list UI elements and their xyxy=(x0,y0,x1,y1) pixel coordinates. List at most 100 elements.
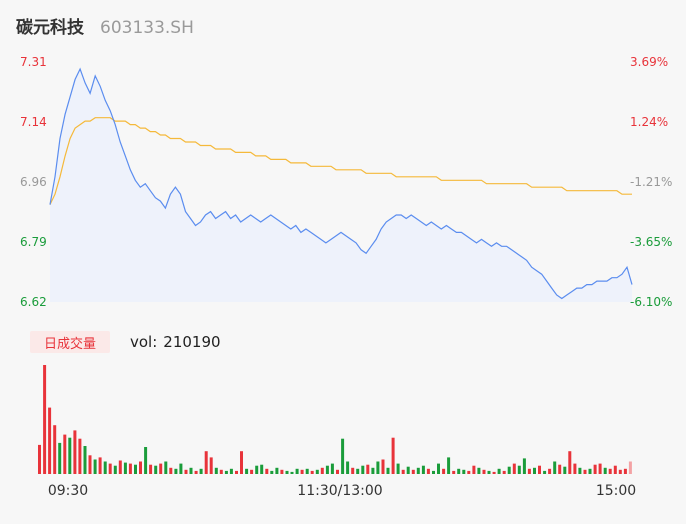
volume-bar xyxy=(628,461,632,474)
volume-bar xyxy=(38,444,41,474)
volume-bar xyxy=(275,467,279,474)
price-area-path xyxy=(50,69,632,302)
volume-bar xyxy=(128,463,132,474)
volume-bar xyxy=(285,470,289,474)
pct-tick-label: 3.69% xyxy=(630,55,668,69)
volume-bar xyxy=(53,425,57,474)
pct-tick-label: 1.24% xyxy=(630,115,668,129)
volume-bar xyxy=(356,468,360,474)
volume-bar xyxy=(219,469,223,474)
time-tick-label: 15:00 xyxy=(596,483,636,499)
volume-bar xyxy=(366,464,370,474)
volume-bar xyxy=(593,464,597,474)
price-tick-label: 6.62 xyxy=(20,295,47,309)
volume-bar xyxy=(199,468,203,474)
volume-bar xyxy=(93,459,97,474)
volume-bar xyxy=(442,468,446,474)
volume-bar xyxy=(224,470,228,474)
volume-bar xyxy=(184,469,188,474)
pct-tick-label: -1.21% xyxy=(630,175,672,189)
time-tick-label: 09:30 xyxy=(48,483,88,499)
volume-bar xyxy=(623,468,627,474)
volume-bar xyxy=(568,451,572,474)
pct-tick-label: -6.10% xyxy=(630,295,672,309)
volume-bar xyxy=(179,463,183,474)
volume-bar xyxy=(522,458,526,474)
price-area-fill xyxy=(50,69,632,302)
volume-bar xyxy=(245,468,249,474)
volume-bar xyxy=(482,469,486,474)
volume-bar xyxy=(78,438,82,474)
price-tick-label: 6.96 xyxy=(20,175,47,189)
volume-bar xyxy=(588,468,592,474)
volume-bar xyxy=(426,468,430,474)
volume-bar xyxy=(320,467,324,474)
stock-code: 603133.SH xyxy=(100,18,194,38)
volume-bar xyxy=(361,465,365,474)
volume-bar xyxy=(63,434,67,474)
volume-bar xyxy=(73,430,77,474)
volume-bar xyxy=(371,467,375,474)
volume-bar xyxy=(613,465,617,474)
volume-bar xyxy=(502,470,506,474)
volume-bar xyxy=(457,468,461,474)
volume-bar xyxy=(305,468,309,474)
volume-bar xyxy=(603,467,607,474)
volume-bar xyxy=(48,407,52,474)
volume-bar xyxy=(169,467,173,474)
volume-value: 210190 xyxy=(163,333,221,351)
volume-bar xyxy=(123,462,127,474)
price-path xyxy=(49,67,633,300)
volume-bar xyxy=(250,469,254,474)
volume-bar xyxy=(159,463,163,474)
volume-bar xyxy=(381,459,385,474)
volume-bar xyxy=(421,465,425,474)
volume-bar xyxy=(548,468,552,474)
volume-bar xyxy=(108,463,112,474)
volume-bar xyxy=(527,468,531,474)
volume-bar xyxy=(154,465,158,474)
price-tick-label: 7.31 xyxy=(20,55,47,69)
volume-bar xyxy=(578,467,582,474)
volume-bar xyxy=(416,467,420,474)
price-axis: 7.31 7.14 6.96 6.79 6.62 xyxy=(20,55,47,309)
volume-bar xyxy=(553,461,557,474)
volume-bar xyxy=(608,468,612,474)
volume-bar xyxy=(68,437,72,474)
volume-bar xyxy=(214,467,218,474)
time-tick-label: 11:30/13:00 xyxy=(297,483,382,499)
volume-bar xyxy=(336,469,339,474)
volume-bar xyxy=(512,463,516,474)
volume-bar xyxy=(563,466,567,474)
volume-bar xyxy=(618,469,622,474)
volume-bar xyxy=(447,457,451,474)
volume-bar xyxy=(83,446,87,474)
volume-bar xyxy=(497,468,501,474)
pct-axis: 3.69% 1.24% -1.21% -3.65% -6.10% xyxy=(630,55,672,309)
volume-bar xyxy=(396,463,400,474)
volume-bar xyxy=(472,465,476,474)
volume-bar xyxy=(270,470,274,474)
volume-bar xyxy=(58,442,62,474)
volume-bar xyxy=(406,466,410,474)
volume-bar xyxy=(543,470,547,474)
volume-bar xyxy=(558,464,562,474)
volume-bar xyxy=(492,471,496,474)
volume-bar xyxy=(98,457,102,474)
volume-bar xyxy=(103,461,107,474)
pct-tick-label: -3.65% xyxy=(630,235,672,249)
volume-bars xyxy=(38,365,632,474)
volume-bar xyxy=(149,464,153,474)
volume-bar xyxy=(538,465,541,474)
price-tick-label: 6.79 xyxy=(20,235,47,249)
volume-bar xyxy=(346,461,350,474)
volume-bar xyxy=(255,465,259,474)
volume-bar xyxy=(134,464,137,474)
volume-bar xyxy=(290,471,294,474)
volume-bar xyxy=(533,467,536,474)
volume-bar xyxy=(330,463,334,474)
volume-bar xyxy=(310,470,314,474)
volume-bar xyxy=(507,466,511,474)
volume-bar xyxy=(260,464,264,474)
